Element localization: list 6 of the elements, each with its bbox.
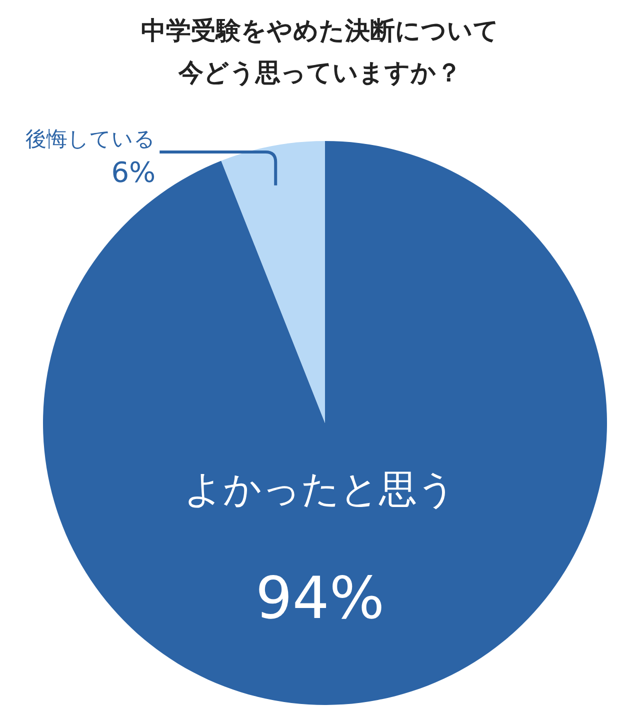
slice-label: よかったと思う bbox=[184, 467, 456, 511]
slice-label: 後悔している bbox=[26, 127, 156, 151]
chart-title: 中学受験をやめた決断について今どう思っていますか？ bbox=[140, 15, 500, 89]
pie-slice bbox=[221, 141, 325, 423]
data-label: 6% bbox=[111, 156, 156, 189]
data-label: 94% bbox=[256, 564, 384, 632]
